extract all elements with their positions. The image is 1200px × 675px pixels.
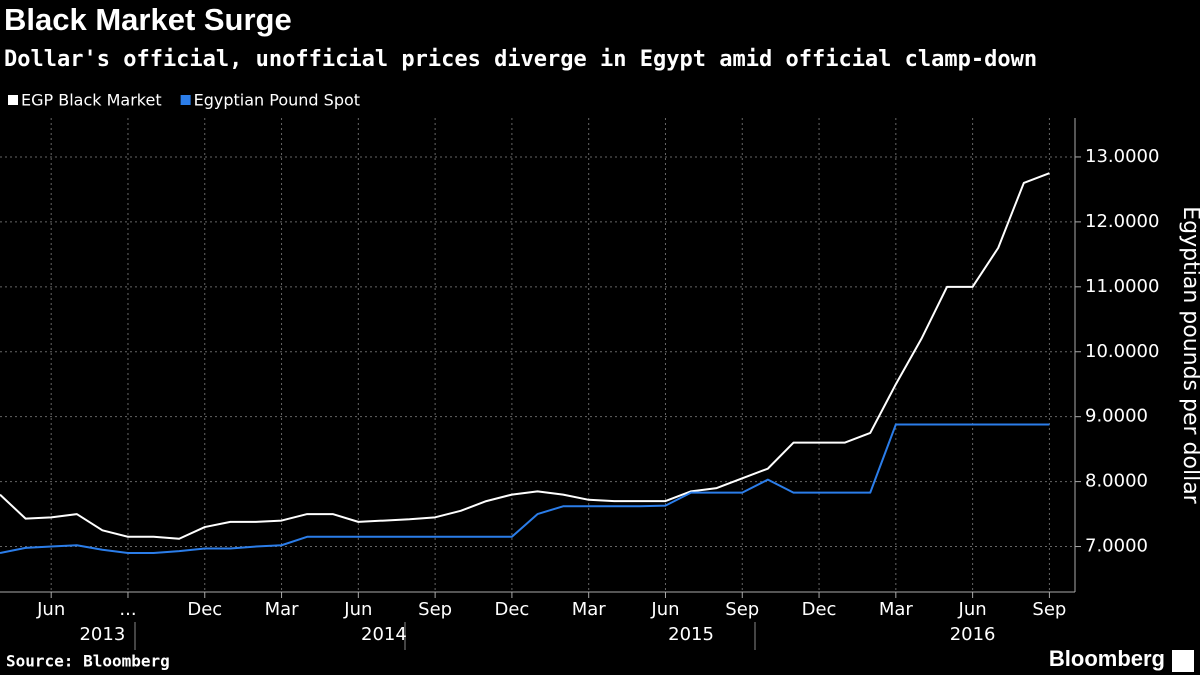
- legend-swatch: [180, 95, 191, 105]
- x-tick-label: Jun: [958, 599, 987, 620]
- x-tick-label: Dec: [187, 599, 222, 620]
- series-line: [0, 423, 1050, 555]
- year-label: 2015: [668, 624, 714, 645]
- brand: Bloomberg: [1049, 646, 1165, 671]
- y-tick-label: 8.0000: [1085, 471, 1148, 492]
- year-label: 2016: [950, 624, 996, 645]
- legend-swatch: [8, 95, 18, 105]
- year-label: 2014: [361, 624, 407, 645]
- x-tick-label: Dec: [802, 599, 837, 620]
- x-tick-label: Sep: [725, 599, 759, 620]
- y-tick-label: 10.0000: [1085, 341, 1159, 362]
- y-tick-label: 7.0000: [1085, 536, 1148, 557]
- legend-label: EGP Black Market: [21, 91, 162, 110]
- y-tick-label: 11.0000: [1085, 276, 1159, 297]
- x-tick-label: Mar: [265, 599, 300, 620]
- y-tick-label: 9.0000: [1085, 406, 1148, 427]
- year-label: 2013: [79, 624, 125, 645]
- y-axis-label: Egyptian pounds per dollar: [1178, 206, 1200, 504]
- x-tick-label: Mar: [879, 599, 914, 620]
- y-tick-label: 12.0000: [1085, 211, 1159, 232]
- x-tick-label: Dec: [494, 599, 529, 620]
- x-tick-label: Sep: [1032, 599, 1066, 620]
- x-tick-label: Jun: [650, 599, 679, 620]
- x-tick-label: Mar: [572, 599, 607, 620]
- chart-subtitle: Dollar's official, unofficial prices div…: [4, 47, 1037, 72]
- x-tick-label: Jun: [343, 599, 372, 620]
- series-line: [0, 172, 1050, 540]
- x-tick-label: Jun: [36, 599, 65, 620]
- brand-icon: [1172, 650, 1194, 672]
- y-tick-label: 13.0000: [1085, 146, 1159, 167]
- x-tick-label: Sep: [418, 599, 452, 620]
- chart-title: Black Market Surge: [4, 2, 292, 37]
- legend-label: Egyptian Pound Spot: [194, 91, 360, 110]
- x-tick-label: ...: [119, 599, 136, 620]
- source: Source: Bloomberg: [6, 652, 170, 671]
